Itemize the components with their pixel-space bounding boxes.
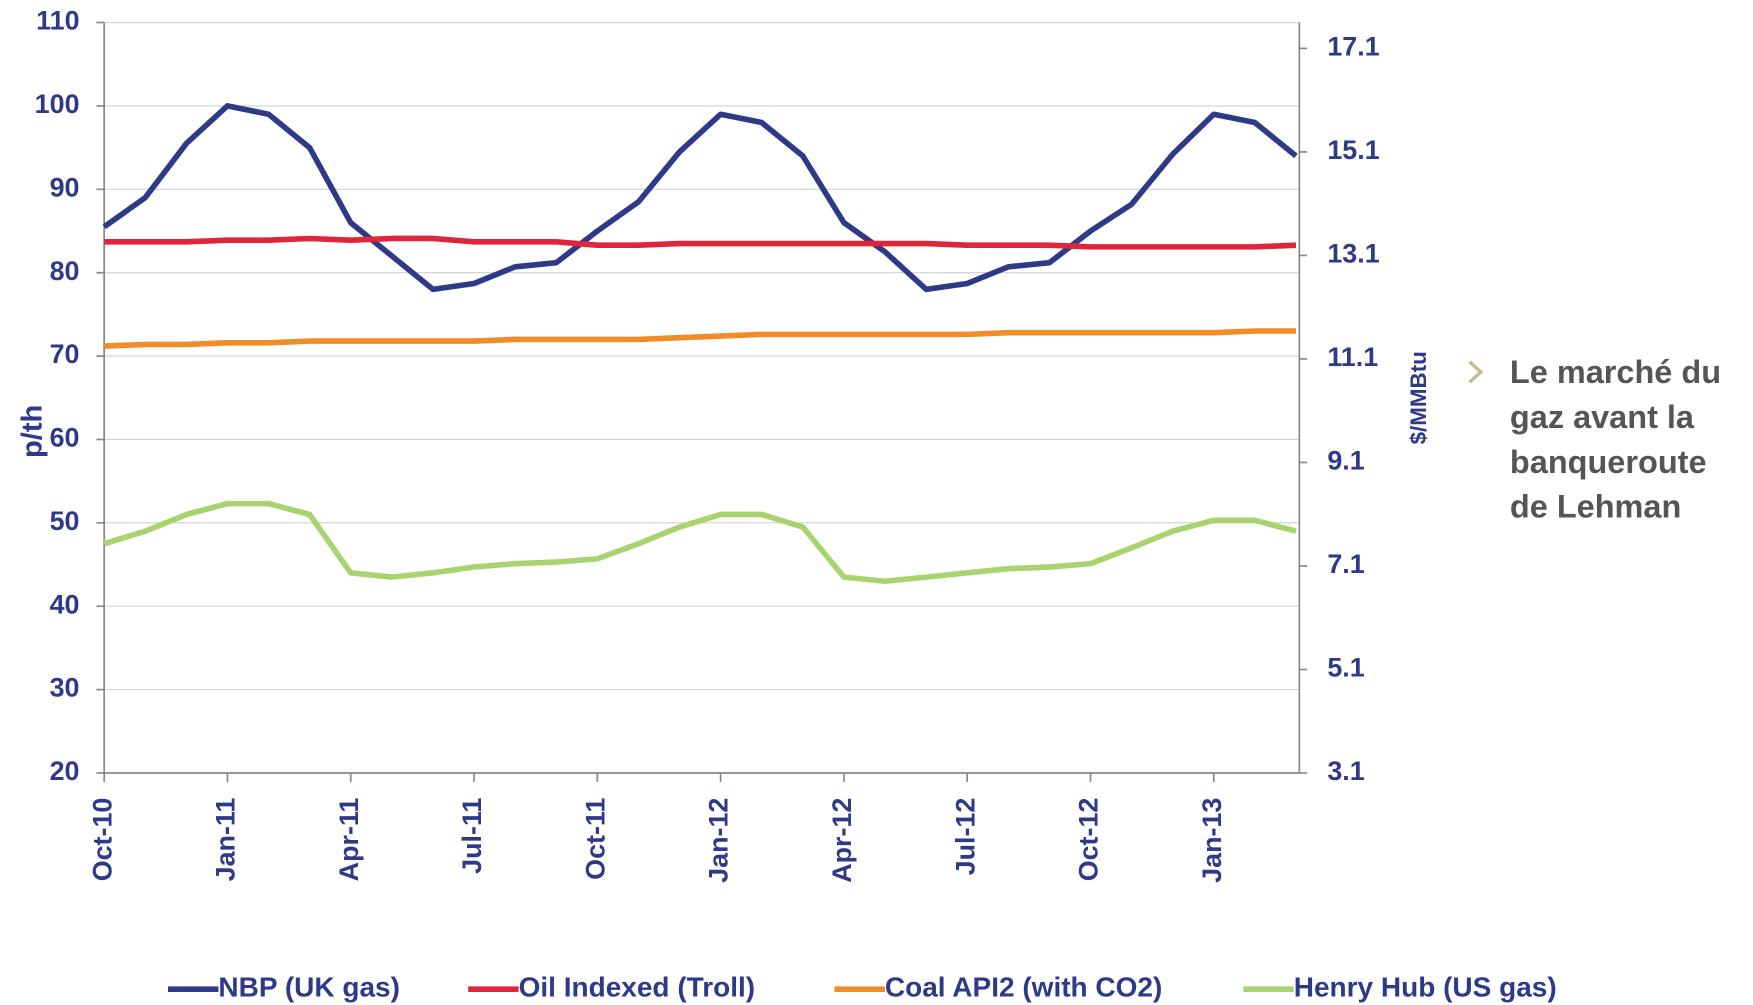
series-line <box>103 500 1297 585</box>
side-note-line: gaz avant la <box>1510 399 1695 435</box>
x-tick-label: Jan-12 <box>704 798 734 883</box>
y2-tick-label: 3.1 <box>1327 756 1364 786</box>
y2-tick-label: 17.1 <box>1327 31 1379 61</box>
series-line <box>104 328 1296 349</box>
y2-axis-label: $/MMBtu <box>1406 351 1431 444</box>
x-tick-label: Jan-13 <box>1197 798 1227 883</box>
legend-label: Oil Indexed (Troll) <box>519 972 755 1003</box>
y2-tick-label: 11.1 <box>1327 342 1378 372</box>
x-tick-label: Jan-11 <box>211 798 241 882</box>
y-tick-label: 50 <box>50 506 80 536</box>
x-tick-label: Jul-11 <box>457 798 487 874</box>
y2-tick-label: 15.1 <box>1327 135 1379 165</box>
y2-tick-label: 5.1 <box>1327 653 1364 683</box>
x-tick-label: Apr-11 <box>334 798 364 882</box>
y-tick-label: 80 <box>50 256 80 286</box>
legend-label: Henry Hub (US gas) <box>1294 972 1557 1003</box>
x-tick-label: Apr-12 <box>827 798 857 883</box>
x-tick-label: Oct-10 <box>87 798 117 882</box>
legend-label: Coal API2 (with CO2) <box>885 972 1162 1003</box>
y-tick-label: 70 <box>50 339 80 369</box>
legend-label: NBP (UK gas) <box>218 972 400 1003</box>
y-axis-label: p/th <box>16 405 48 458</box>
y-tick-label: 100 <box>35 89 80 119</box>
side-note-line: Le marché du <box>1510 354 1721 390</box>
x-tick-label: Jul-12 <box>950 798 980 876</box>
series-line <box>104 235 1297 250</box>
y2-tick-label: 13.1 <box>1327 239 1379 269</box>
series-line <box>102 103 1298 293</box>
x-tick-label: Oct-12 <box>1074 798 1104 882</box>
bullet-chevron <box>1468 360 1484 384</box>
y-tick-label: 40 <box>50 589 80 619</box>
y2-tick-label: 9.1 <box>1327 446 1364 476</box>
side-note-line: banqueroute <box>1510 444 1707 480</box>
side-note-line: de Lehman <box>1510 489 1681 525</box>
y-tick-label: 20 <box>50 756 80 786</box>
y-tick-label: 110 <box>36 6 79 36</box>
y-tick-label: 90 <box>50 172 80 202</box>
y2-tick-label: 7.1 <box>1327 549 1364 579</box>
x-tick-label: Oct-11 <box>580 798 610 880</box>
y-tick-label: 60 <box>50 423 80 453</box>
y-tick-label: 30 <box>50 673 80 703</box>
